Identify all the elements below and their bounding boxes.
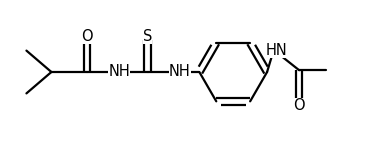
Text: O: O [293, 98, 305, 113]
Text: HN: HN [265, 43, 287, 58]
Text: NH: NH [169, 65, 191, 79]
Text: S: S [143, 29, 152, 44]
Text: NH: NH [108, 65, 130, 79]
Text: O: O [81, 29, 93, 44]
